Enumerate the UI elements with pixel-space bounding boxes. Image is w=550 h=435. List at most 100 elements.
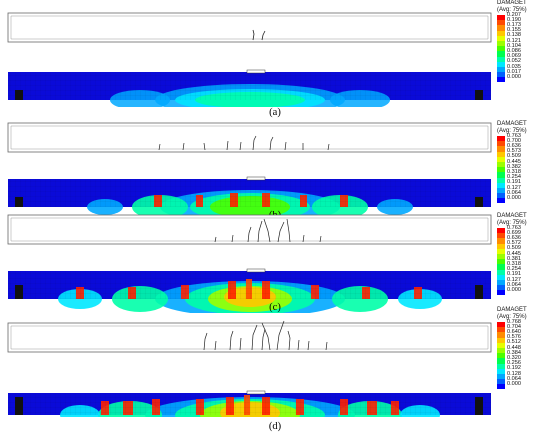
- legend-value: 0.128: [507, 370, 521, 377]
- legend-colorbar: [497, 322, 505, 390]
- legend-value: 0.700: [507, 137, 521, 144]
- legend-color-swatch: [497, 243, 505, 249]
- legend-value: 0.318: [507, 168, 521, 175]
- beam-figure: [7, 122, 492, 221]
- legend-color-swatch: [497, 332, 505, 338]
- legend-color-swatch: [497, 353, 505, 359]
- legend-value: 0.572: [507, 240, 521, 247]
- legend-color-swatch: [497, 30, 505, 36]
- legend: DAMAGET (Avg: 75%) 0.207 0.190 0.173 0.1…: [497, 0, 550, 83]
- legend-color-swatch: [497, 15, 505, 21]
- legend-value: 0.064: [507, 189, 521, 196]
- panel-b: DAMAGET (Avg: 75%) 0.763 0.700 0.636 0.5…: [0, 121, 550, 221]
- legend-color-swatch: [497, 233, 505, 239]
- legend-color-swatch: [497, 285, 505, 291]
- legend-value: 0.017: [507, 68, 521, 75]
- legend-value: 0.000: [507, 73, 521, 80]
- legend-value: 0.254: [507, 174, 521, 181]
- left-support: [15, 90, 23, 100]
- legend-value: 0.512: [507, 339, 521, 346]
- crack-pattern-beam: [7, 320, 492, 353]
- legend-color-swatch: [497, 290, 505, 296]
- legend-color-swatch: [497, 193, 505, 199]
- legend-color-swatch: [497, 177, 505, 183]
- legend-subtitle: (Avg: 75%): [497, 220, 527, 226]
- legend-color-swatch: [497, 279, 505, 286]
- left-support: [15, 397, 23, 415]
- legend-color-swatch: [497, 167, 505, 173]
- legend-value: 0.640: [507, 328, 521, 335]
- panel-a: DAMAGET (Avg: 75%) 0.207 0.190 0.173 0.1…: [0, 0, 550, 118]
- legend-color-swatch: [497, 161, 505, 168]
- legend-value: 0.069: [507, 53, 521, 60]
- legend-color-swatch: [497, 66, 505, 73]
- legend-color-swatch: [497, 373, 505, 380]
- legend-value: 0.104: [507, 42, 521, 49]
- load-plate: [246, 268, 266, 273]
- legend-color-swatch: [497, 198, 505, 204]
- legend: DAMAGET (Avg: 75%) 0.763 0.699 0.636 0.5…: [497, 213, 550, 296]
- legend-color-swatch: [497, 259, 505, 265]
- legend-value: 0.064: [507, 375, 521, 382]
- legend-value: 0.254: [507, 266, 521, 273]
- legend-value: 0.086: [507, 47, 521, 54]
- caption: (c): [269, 302, 281, 313]
- legend-subtitle: (Avg: 75%): [497, 7, 527, 13]
- legend-color-swatch: [497, 238, 505, 244]
- legend-value: 0.000: [507, 286, 521, 293]
- legend-value: 0.127: [507, 276, 521, 283]
- legend-value: 0.573: [507, 148, 521, 155]
- right-support: [475, 90, 483, 100]
- legend-color-swatch: [497, 368, 505, 374]
- legend-color-swatch: [497, 253, 505, 260]
- legend-color-swatch: [497, 358, 505, 364]
- cracks: [203, 320, 328, 351]
- legend-color-swatch: [497, 56, 505, 62]
- beam-figure: [7, 214, 492, 313]
- legend-value: 0.191: [507, 179, 521, 186]
- legend-color-swatch: [497, 151, 505, 157]
- legend-color-swatch: [497, 347, 505, 354]
- legend-color-swatch: [497, 25, 505, 31]
- damage-contour-beam: [8, 176, 491, 221]
- legend-value: 0.445: [507, 158, 521, 165]
- legend-value: 0.191: [507, 271, 521, 278]
- legend-value: 0.576: [507, 334, 521, 341]
- legend-value: 0.448: [507, 344, 521, 351]
- legend-color-swatch: [497, 248, 505, 254]
- damage-contour-beam: [8, 390, 491, 417]
- legend-color-swatch: [497, 20, 505, 26]
- panel-d: DAMAGET (Avg: 75%) 0.768 0.704 0.640 0.5…: [0, 307, 550, 435]
- legend-value: 0.052: [507, 58, 521, 65]
- load-plate: [246, 69, 266, 74]
- legend-value: 0.256: [507, 360, 521, 367]
- legend-color-swatch: [497, 228, 505, 234]
- legend-title: DAMAGET: [497, 213, 527, 219]
- crack-pattern-beam: [7, 122, 492, 153]
- legend-value: 0.382: [507, 163, 521, 170]
- legend-colorbar: [497, 136, 505, 204]
- legend-value: 0.192: [507, 365, 521, 372]
- legend-value: 0.704: [507, 323, 521, 330]
- crack-pattern-beam: [7, 214, 492, 245]
- legend-value: 0.155: [507, 27, 521, 34]
- legend-color-swatch: [497, 187, 505, 194]
- legend-subtitle: (Avg: 75%): [497, 314, 527, 320]
- legend-color-swatch: [497, 146, 505, 152]
- legend-color-swatch: [497, 379, 505, 385]
- legend-color-swatch: [497, 337, 505, 343]
- legend-color-swatch: [497, 40, 505, 47]
- damage-contour-beam: [8, 268, 491, 313]
- legend-value: 0.064: [507, 281, 521, 288]
- right-support: [475, 285, 483, 299]
- legend-value: 0.127: [507, 184, 521, 191]
- legend-color-swatch: [497, 182, 505, 188]
- legend-value: 0.320: [507, 354, 521, 361]
- left-support: [15, 197, 23, 207]
- legend-value: 0.384: [507, 349, 521, 356]
- legend-color-swatch: [497, 136, 505, 142]
- load-plate: [246, 176, 266, 181]
- caption: (a): [269, 107, 281, 118]
- legend-value: 0.035: [507, 63, 521, 70]
- legend: DAMAGET (Avg: 75%) 0.763 0.700 0.636 0.5…: [497, 121, 550, 204]
